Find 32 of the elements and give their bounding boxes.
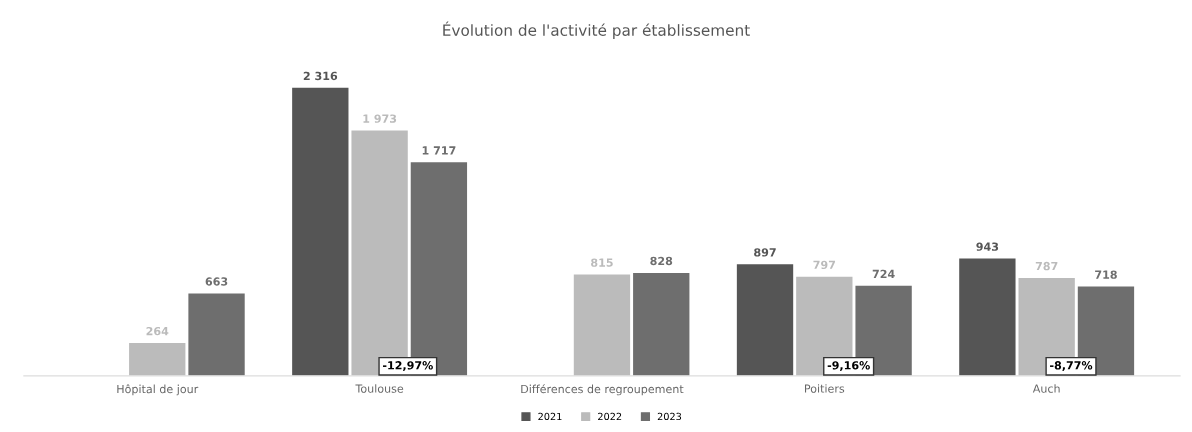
legend-label: 2022 [598, 412, 622, 421]
bar [292, 87, 349, 376]
x-tick-label: Différences de regroupement [521, 384, 684, 396]
chart-title: Évolution de l'activité par établissement [443, 21, 750, 39]
legend-label: 2023 [657, 412, 682, 421]
data-label: 1 717 [422, 146, 456, 155]
bar [188, 293, 245, 376]
bar [129, 343, 186, 376]
x-tick-label: Hôpital de jour [117, 384, 199, 396]
data-label: 815 [591, 258, 613, 267]
data-label: 2 316 [303, 71, 338, 81]
data-label: 1 973 [363, 114, 397, 123]
bar [573, 274, 631, 376]
data-label: 943 [976, 242, 999, 251]
bar [736, 264, 794, 376]
data-label: 724 [872, 269, 895, 278]
data-label: 663 [205, 277, 228, 286]
legend-label: 2021 [538, 412, 562, 421]
data-label: 897 [754, 248, 776, 257]
x-tick-label: Poitiers [805, 384, 845, 393]
data-label: 828 [650, 256, 673, 266]
data-label: 787 [1035, 261, 1058, 271]
data-label: 797 [813, 260, 836, 270]
annotation: -12,97% [382, 361, 433, 371]
x-tick-label: Toulouse [355, 384, 404, 393]
annotation: -9,16% [827, 361, 870, 371]
data-label: 264 [146, 326, 169, 336]
annotation: -8,77% [1050, 361, 1093, 371]
bar [959, 258, 1016, 376]
x-tick-label: Auch [1032, 384, 1060, 393]
bar [633, 272, 690, 376]
data-label: 718 [1095, 270, 1117, 279]
